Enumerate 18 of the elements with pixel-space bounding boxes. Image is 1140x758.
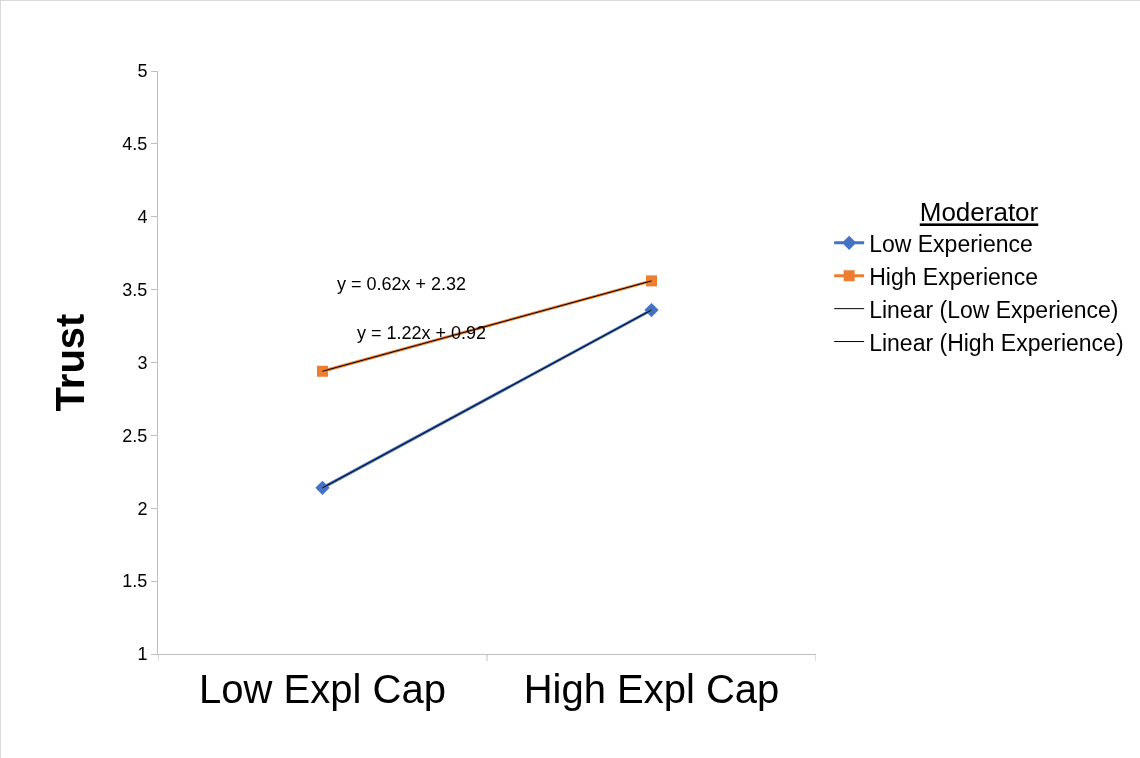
- annotation: y = 0.62x + 2.32: [337, 274, 467, 294]
- y-tick-label: 2.5: [122, 425, 148, 446]
- legend-label: Low Experience: [869, 230, 1033, 257]
- legend-label: Linear (Low Experience): [869, 296, 1119, 323]
- y-tick-label: 1: [137, 644, 148, 665]
- y-tick-label: 3: [137, 352, 148, 373]
- y-axis-title: Trust: [47, 313, 92, 412]
- x-tick-label: High Expl Cap: [523, 667, 780, 711]
- legend-label: High Experience: [869, 263, 1038, 290]
- legend-label: Linear (High Experience): [869, 329, 1124, 356]
- y-tick-label: 4: [137, 207, 148, 228]
- y-tick-label: 4.5: [122, 134, 148, 155]
- legend-title: Moderator: [919, 197, 1039, 228]
- y-tick-label: 5: [137, 61, 148, 82]
- y-tick-label: 1.5: [122, 571, 148, 592]
- x-tick-label: Low Expl Cap: [199, 667, 446, 711]
- y-tick-label: 3.5: [122, 279, 148, 300]
- y-tick-label: 2: [137, 498, 148, 519]
